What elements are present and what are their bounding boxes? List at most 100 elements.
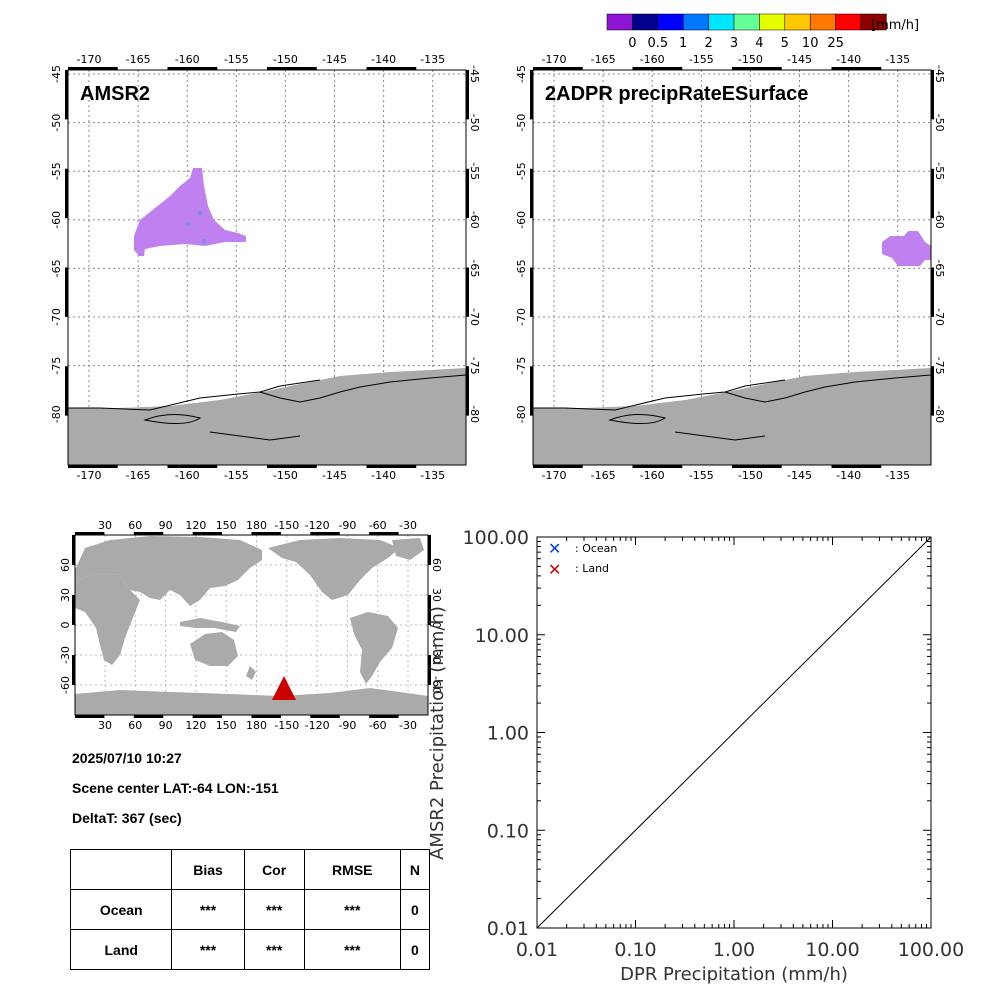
world-lon-label-bottom: -60	[369, 719, 387, 732]
colorbar-box	[733, 13, 760, 31]
map-lon-label-bottom: -155	[689, 469, 714, 482]
world-lat-label-right: 0	[430, 622, 443, 629]
map-lon-label-top: -160	[640, 53, 665, 66]
frame-band	[366, 67, 417, 70]
world-lon-label-bottom: -30	[399, 719, 417, 732]
map-lat-label-right: -60	[933, 211, 946, 229]
frame-band	[68, 465, 118, 468]
frame-band	[65, 366, 68, 416]
y-tick-label: 10.00	[475, 625, 529, 647]
frame-band	[72, 535, 75, 565]
world-lat-label-right: 60	[430, 558, 443, 572]
map-lat-label-left: -50	[50, 114, 63, 132]
world-land-indonesia	[180, 618, 240, 632]
world-lat-label-left: 30	[59, 588, 72, 602]
colorbar-label: 5	[781, 36, 789, 51]
colorbar-box	[632, 13, 659, 31]
frame-band	[65, 168, 68, 219]
colorbar-label: 2	[704, 36, 712, 51]
world-land-newzealand	[246, 666, 256, 680]
amsr2-map-frame-ticks	[65, 67, 469, 468]
map-lon-label-top: -145	[322, 53, 347, 66]
colorbar-box	[708, 13, 735, 31]
colorbar-label: 3	[730, 36, 738, 51]
world-map-tick-labels: 30 30 60 60 90 90 120 120 150 150 180 180 -150 -150 -1…	[59, 519, 443, 732]
map-lat-label-left: -65	[515, 259, 528, 277]
map-lon-label-bottom: -165	[126, 469, 151, 482]
world-land-north-america	[268, 538, 400, 600]
x-tick-label: 100.00	[898, 939, 964, 961]
world-lat-label-right: -30	[430, 646, 443, 664]
map-lat-label-right: -60	[468, 211, 481, 229]
map-lat-label-left: -70	[50, 308, 63, 326]
frame-band	[310, 532, 340, 535]
world-land-africa	[75, 573, 140, 665]
frame-band	[65, 70, 68, 120]
amsr2-map-tick-labels: -170 -170 -165 -165 -160 -160 -155 -155 -150 -150…	[50, 53, 481, 482]
stats-cell-rmse: ***	[303, 929, 401, 970]
dpr-antarctic-land	[533, 368, 931, 465]
world-lon-label-top: -60	[369, 519, 387, 532]
map-lat-label-right: -45	[933, 65, 946, 83]
one-to-one-line	[536, 536, 932, 929]
dpr-map-frame-ticks	[530, 67, 934, 468]
frame-band	[428, 655, 431, 685]
stats-table: Bias Cor RMSE N Ocean *** *** *** 0 Land…	[69, 849, 431, 970]
dpr-precip-patch	[882, 231, 931, 266]
colorbar-box	[606, 13, 633, 31]
map-lat-label-left: -70	[515, 308, 528, 326]
frame-band	[310, 715, 340, 718]
frame-band	[831, 465, 882, 468]
legend-ocean-label: : Ocean	[575, 542, 617, 555]
stats-row-label: Ocean	[69, 889, 173, 930]
amsr2-precip-cell	[202, 239, 206, 243]
map-lon-label-bottom: -135	[420, 469, 445, 482]
frame-band	[533, 465, 583, 468]
map-lon-label-bottom: -170	[77, 469, 102, 482]
map-lon-label-top: -150	[273, 53, 298, 66]
world-lon-label-top: 30	[98, 519, 112, 532]
frame-band	[732, 67, 782, 70]
map-lat-label-right: -65	[933, 259, 946, 277]
amsr2-precip-cell	[186, 222, 190, 226]
map-lon-label-bottom: -135	[885, 469, 910, 482]
y-tick-label: 0.01	[487, 918, 529, 940]
map-lon-label-bottom: -165	[591, 469, 616, 482]
map-lon-label-top: -160	[175, 53, 200, 66]
scene-delta-t: DeltaT: 367 (sec)	[72, 810, 182, 826]
map-lat-label-left: -80	[50, 405, 63, 423]
amsr2-antarctic-land	[68, 368, 466, 465]
stats-header-n: N	[399, 849, 431, 890]
map-lat-label-left: -60	[50, 211, 63, 229]
colorbar-label: 25	[827, 36, 844, 51]
world-lon-label-top: -30	[399, 519, 417, 532]
dpr-panel-title: 2ADPR precipRateESurface	[545, 83, 808, 105]
frame-band	[632, 465, 683, 468]
map-lon-label-top: -135	[420, 53, 445, 66]
x-tick-label: 0.10	[614, 939, 656, 961]
world-lat-label-left: -60	[59, 676, 72, 694]
frame-band	[65, 267, 68, 317]
frame-band	[466, 366, 469, 416]
world-lon-label-bottom: -150	[274, 719, 299, 732]
world-lon-label-top: -120	[305, 519, 330, 532]
map-lat-label-right: -65	[468, 259, 481, 277]
map-lon-label-bottom: -160	[640, 469, 665, 482]
stats-cell-n: 0	[399, 929, 431, 970]
amsr2-ice-shelf-outline	[68, 374, 466, 441]
world-lon-label-top: 90	[159, 519, 173, 532]
scatter-legend: ✕ : Ocean ✕ : Land	[548, 539, 617, 579]
map-lon-label-top: -170	[77, 53, 102, 66]
map-lon-label-top: -155	[689, 53, 714, 66]
map-lon-label-bottom: -145	[787, 469, 812, 482]
frame-band	[931, 366, 934, 416]
map-lon-label-top: -155	[224, 53, 249, 66]
map-lat-label-right: -55	[468, 162, 481, 180]
map-lat-label-left: -55	[50, 162, 63, 180]
frame-band	[192, 532, 223, 535]
frame-band	[192, 715, 223, 718]
legend-land-marker: ✕	[548, 560, 561, 579]
map-lat-label-left: -50	[515, 114, 528, 132]
world-lon-label-bottom: 120	[185, 719, 206, 732]
frame-band	[369, 532, 399, 535]
